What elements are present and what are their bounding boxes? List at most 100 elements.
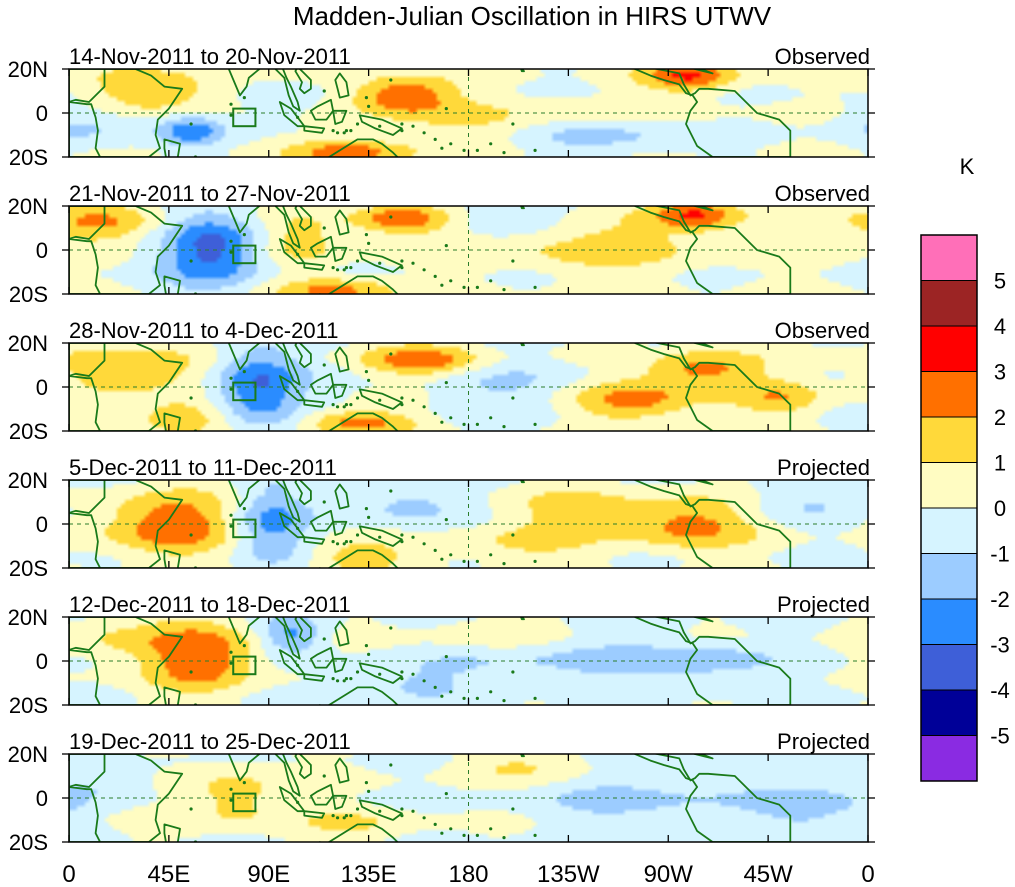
lat-tick-label: 20S (9, 282, 48, 307)
island-mark (331, 677, 335, 681)
island-mark (400, 396, 404, 400)
island-mark (389, 626, 393, 630)
island-mark (502, 699, 506, 703)
island-mark (344, 266, 349, 270)
coastline (69, 617, 792, 705)
panel-status-label: Projected (777, 455, 870, 480)
panel-status-label: Projected (777, 729, 870, 754)
island-mark (462, 148, 466, 152)
island-mark (335, 268, 340, 272)
island-mark (411, 535, 415, 539)
island-mark (342, 816, 346, 820)
island-mark (511, 396, 515, 400)
island-mark (355, 396, 360, 400)
island-mark (400, 122, 404, 126)
lat-tick-label: 20N (8, 194, 48, 219)
island-mark (489, 690, 493, 694)
island-mark (533, 696, 537, 701)
island-mark (189, 670, 193, 674)
island-mark (389, 763, 393, 767)
island-mark (389, 489, 393, 493)
coastlines (69, 343, 792, 431)
island-mark (378, 809, 382, 813)
island-mark (433, 137, 437, 141)
island-mark (449, 279, 453, 283)
island-mark (440, 694, 444, 698)
island-mark (400, 677, 404, 681)
island-mark (342, 542, 346, 546)
island-mark (411, 398, 415, 402)
island-mark (449, 690, 453, 694)
island-mark (389, 78, 393, 82)
island-mark (189, 807, 193, 811)
colorbar-level-label: 5 (994, 269, 1006, 294)
island-mark (296, 800, 300, 805)
island-mark (502, 425, 506, 429)
island-mark (433, 411, 437, 415)
chart-title: Madden-Julian Oscillation in HIRS UTWV (293, 1, 772, 31)
island-mark (400, 533, 404, 537)
panel-period-label: 28-Nov-2011 to 4-Dec-2011 (69, 318, 338, 343)
island-mark (342, 268, 346, 272)
colorbar-swatch (920, 371, 978, 418)
island-mark (364, 507, 369, 511)
island-mark (331, 266, 335, 270)
island-mark (400, 403, 404, 407)
coastline (69, 343, 792, 431)
island-mark (462, 422, 466, 426)
coastlines (69, 69, 792, 157)
index-region-box (232, 244, 257, 265)
panel-status-label: Projected (777, 592, 870, 617)
island-mark (475, 285, 479, 289)
island-mark (331, 403, 335, 407)
island-mark (355, 533, 360, 537)
island-mark (400, 266, 404, 270)
island-mark (242, 644, 246, 648)
island-mark (189, 259, 193, 263)
island-mark (378, 261, 382, 265)
lat-tick-label: 0 (36, 512, 48, 537)
lat-tick-label: 0 (36, 786, 48, 811)
island-mark (242, 507, 246, 511)
panel-period-label: 14-Nov-2011 to 20-Nov-2011 (69, 44, 351, 69)
island-mark (355, 807, 360, 811)
island-mark (489, 827, 493, 831)
island-mark (502, 288, 506, 292)
lat-tick-label: 20S (9, 556, 48, 581)
island-mark (344, 540, 349, 544)
island-mark (364, 781, 369, 785)
colorbar-swatch (920, 462, 978, 509)
map-panel: 21-Nov-2011 to 27-Nov-2011 Observed 20N 0 20… (8, 181, 875, 307)
lon-tick-label: 90E (247, 861, 290, 887)
coastlines (69, 206, 792, 294)
coastline (69, 754, 792, 842)
colorbar-swatch (920, 598, 978, 645)
coastlines (69, 754, 792, 842)
coastlines (69, 480, 792, 568)
island-mark (444, 655, 448, 659)
coastline (69, 69, 792, 157)
lon-tick-label: 45W (743, 861, 793, 887)
island-mark (331, 540, 335, 544)
island-mark (489, 279, 493, 283)
island-mark (502, 151, 506, 155)
island-mark (411, 261, 415, 265)
colorbar-level-label: -4 (990, 678, 1010, 703)
island-mark (400, 814, 404, 818)
lat-tick-label: 20S (9, 830, 48, 855)
island-mark (462, 696, 466, 701)
island-mark (229, 787, 233, 791)
island-mark (364, 233, 369, 237)
lat-tick-label: 0 (36, 101, 48, 126)
lon-tick-label: 0 (861, 861, 874, 887)
island-mark (349, 129, 353, 133)
lat-tick-label: 0 (36, 375, 48, 400)
island-mark (422, 679, 426, 683)
island-mark (433, 685, 437, 690)
island-mark (349, 403, 353, 407)
island-mark (296, 389, 300, 393)
island-mark (229, 650, 233, 654)
colorbar-swatch (920, 644, 978, 691)
colorbar-swatch (920, 325, 978, 372)
island-mark (331, 129, 335, 133)
